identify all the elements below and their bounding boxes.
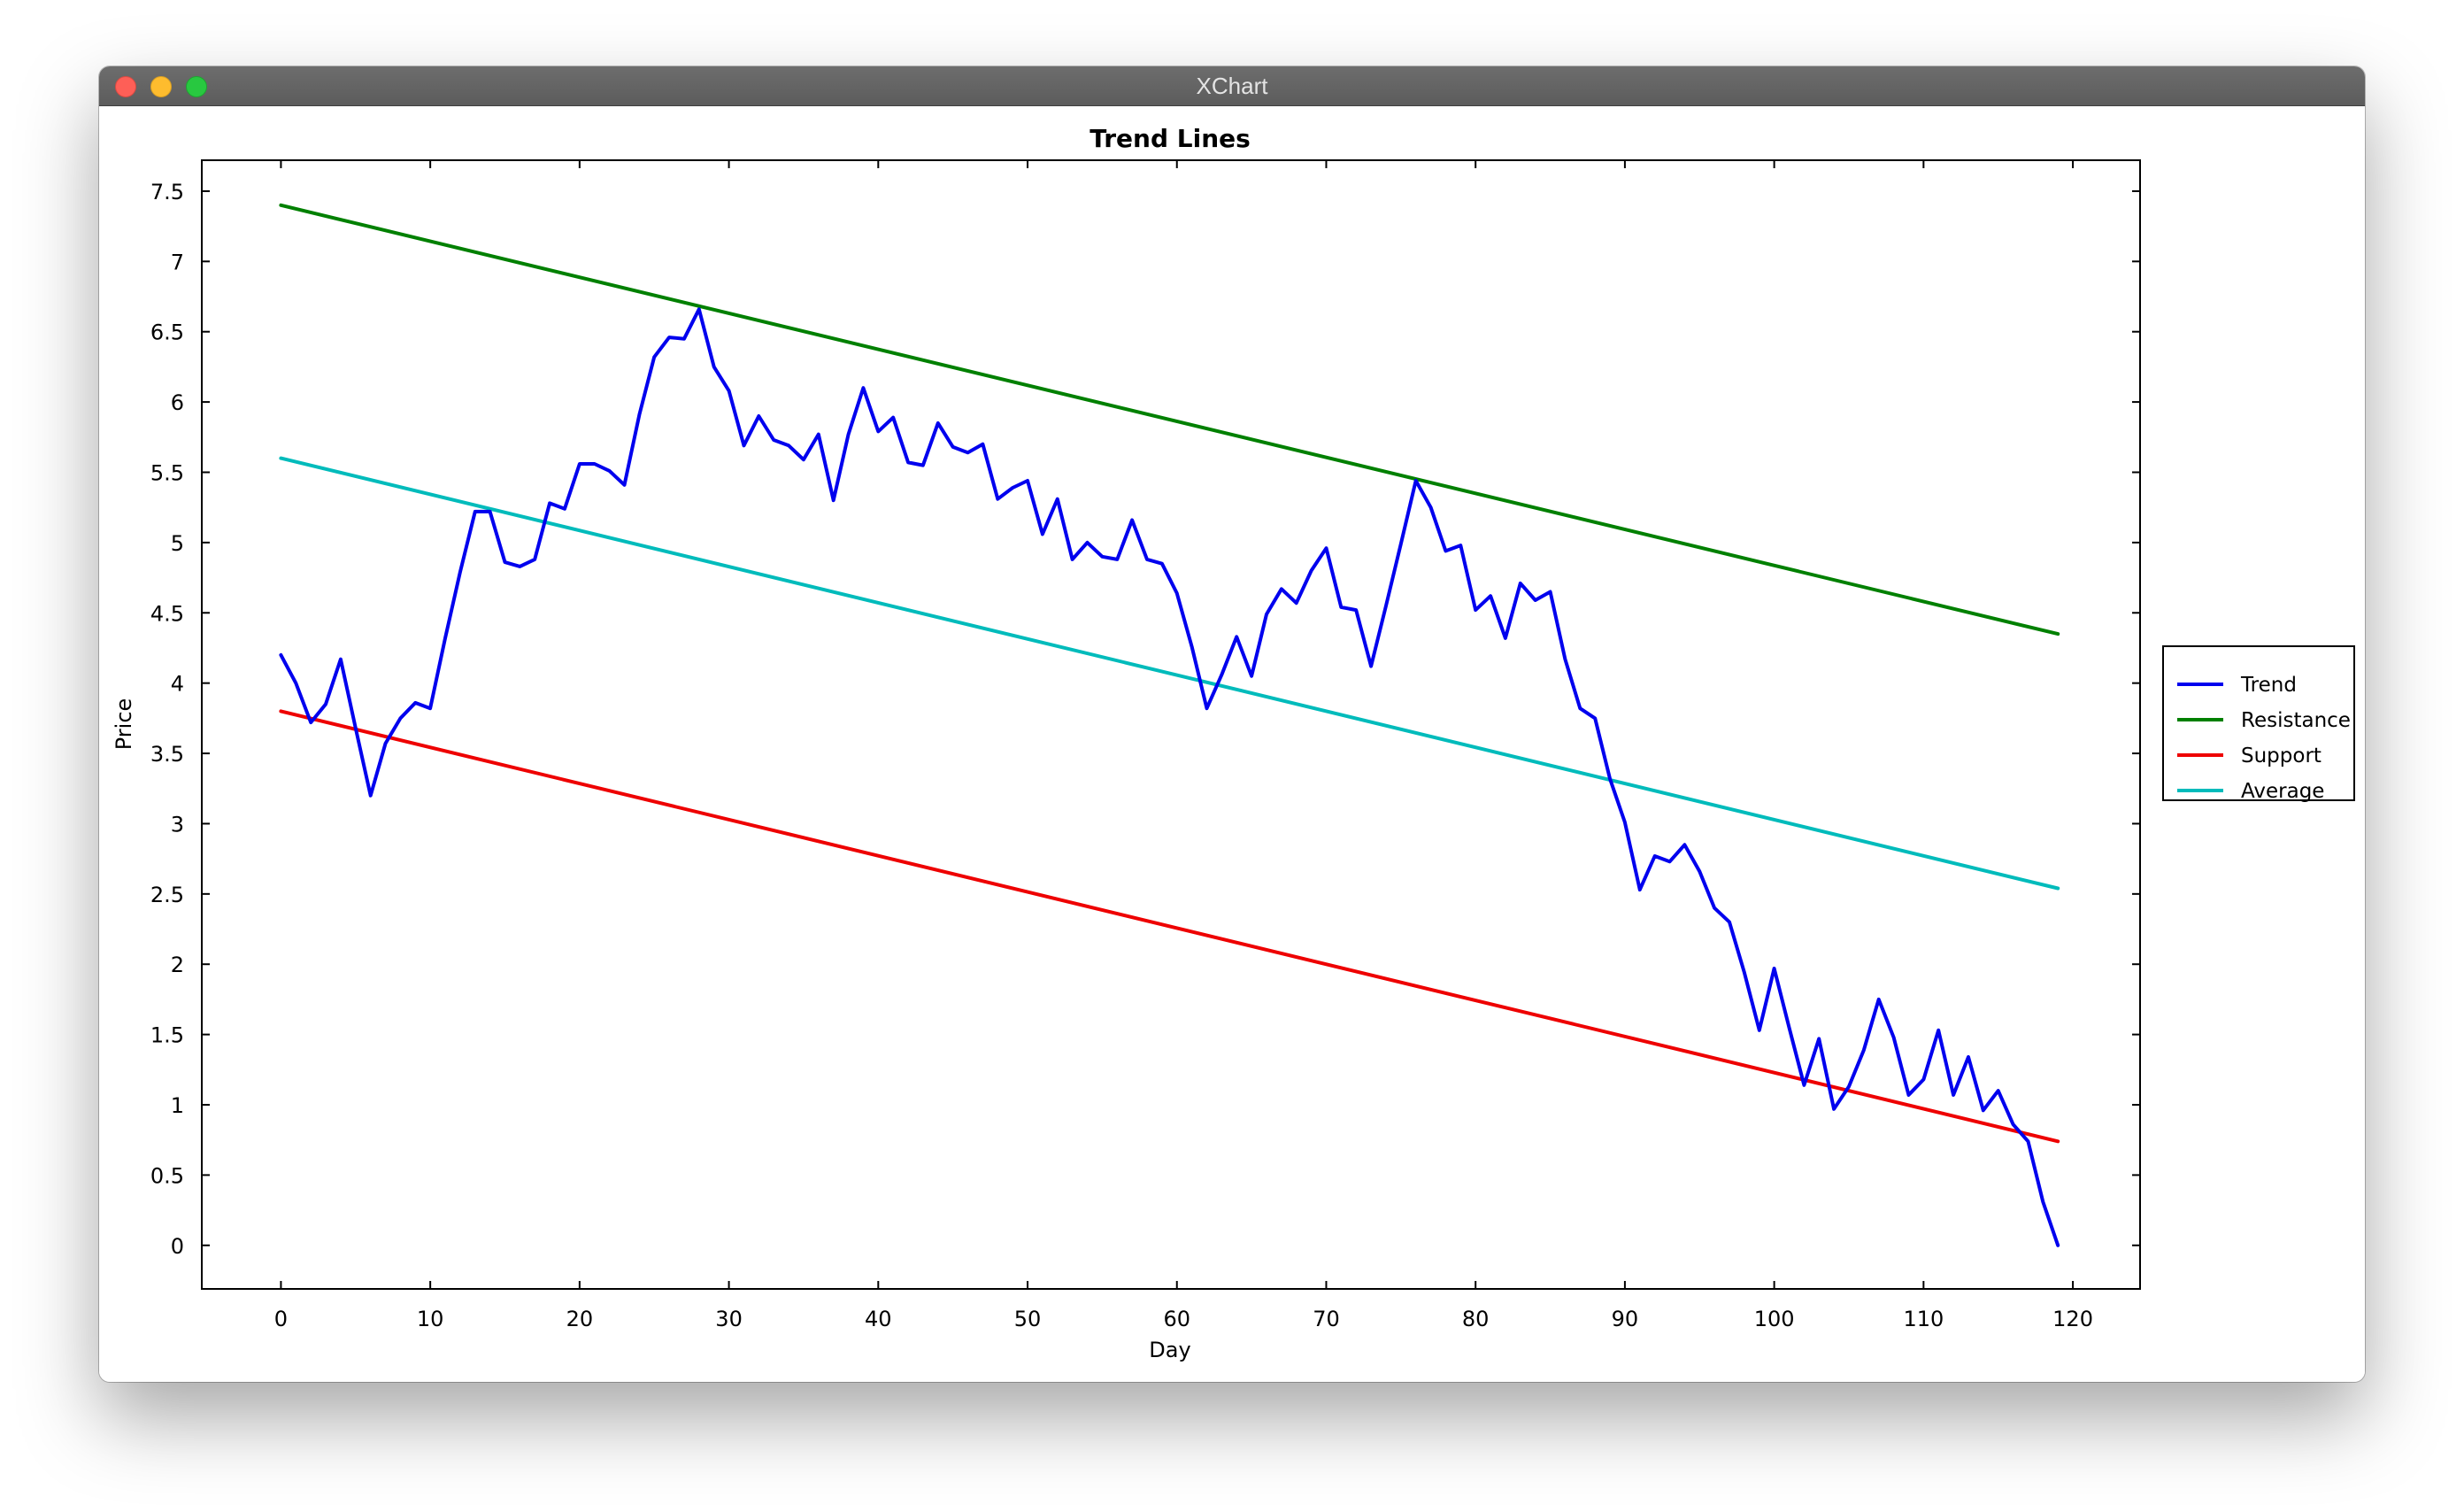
x-tick-label: 50 [1014, 1307, 1042, 1331]
y-tick-label: 4.5 [150, 601, 184, 626]
x-tick-label: 0 [274, 1307, 288, 1331]
x-tick-label: 110 [1903, 1307, 1944, 1331]
x-tick-label: 70 [1313, 1307, 1340, 1331]
y-tick-label: 3 [171, 812, 184, 837]
y-tick-label: 6.5 [150, 320, 184, 345]
legend-label-average: Average [2241, 780, 2324, 803]
window-title: XChart [1196, 73, 1268, 99]
chart-panel: Trend Lines 0 0.5 1 1.5 2 2.5 3 3.5 4 4.5 5 5.5 6 6.5… [99, 106, 2365, 1382]
x-tick-label: 30 [715, 1307, 743, 1331]
minimize-window-button[interactable] [150, 76, 172, 97]
x-tick-label: 120 [2052, 1307, 2093, 1331]
y-tick-label: 1 [171, 1093, 184, 1118]
line-chart: Trend Lines 0 0.5 1 1.5 2 2.5 3 3.5 4 4.5 5 5.5 6 6.5… [112, 124, 2355, 1362]
x-tick-label: 100 [1754, 1307, 1795, 1331]
legend: Trend Resistance Support Average [2162, 645, 2355, 803]
y-tick-label: 4 [171, 672, 184, 697]
y-tick-label: 5 [171, 531, 184, 556]
series-layer [279, 203, 2060, 1247]
legend-box [2162, 645, 2355, 801]
plot-area [201, 159, 2141, 1290]
x-axis: 0 10 20 30 40 50 60 70 80 90 100 110 120 [274, 160, 2093, 1331]
maximize-window-button[interactable] [186, 76, 207, 97]
series-line-average [279, 456, 2060, 891]
title-bar[interactable]: XChart [99, 66, 2365, 106]
x-tick-label: 90 [1612, 1307, 1639, 1331]
series-line-support [279, 709, 2060, 1144]
x-axis-label: Day [1149, 1338, 1190, 1362]
y-tick-label: 3.5 [150, 742, 184, 767]
x-tick-label: 60 [1163, 1307, 1190, 1331]
y-tick-label: 1.5 [150, 1023, 184, 1048]
legend-label-support: Support [2241, 744, 2322, 768]
y-axis: 0 0.5 1 1.5 2 2.5 3 3.5 4 4.5 5 5.5 6 6.5 7 7.5 [150, 180, 2140, 1259]
y-tick-label: 5.5 [150, 460, 184, 485]
series-line-trend [279, 307, 2060, 1247]
app-window: XChart Trend Lines 0 0.5 1 1.5 2 2.5 3 3.5 4 4.5 5… [99, 66, 2365, 1382]
y-tick-label: 2.5 [150, 883, 184, 907]
series-line-resistance [279, 203, 2060, 636]
legend-label-trend: Trend [2240, 674, 2297, 697]
y-tick-label: 7.5 [150, 180, 184, 204]
close-window-button[interactable] [115, 76, 136, 97]
x-tick-label: 20 [566, 1307, 594, 1331]
y-tick-label: 0 [171, 1234, 184, 1259]
x-tick-label: 80 [1462, 1307, 1490, 1331]
y-tick-label: 6 [171, 390, 184, 415]
x-tick-label: 40 [865, 1307, 892, 1331]
y-tick-label: 7 [171, 250, 184, 274]
y-tick-label: 0.5 [150, 1163, 184, 1188]
chart-title: Trend Lines [1090, 124, 1251, 153]
x-tick-label: 10 [417, 1307, 444, 1331]
y-tick-label: 2 [171, 953, 184, 977]
legend-label-resistance: Resistance [2241, 709, 2351, 732]
y-axis-label: Price [112, 698, 136, 751]
